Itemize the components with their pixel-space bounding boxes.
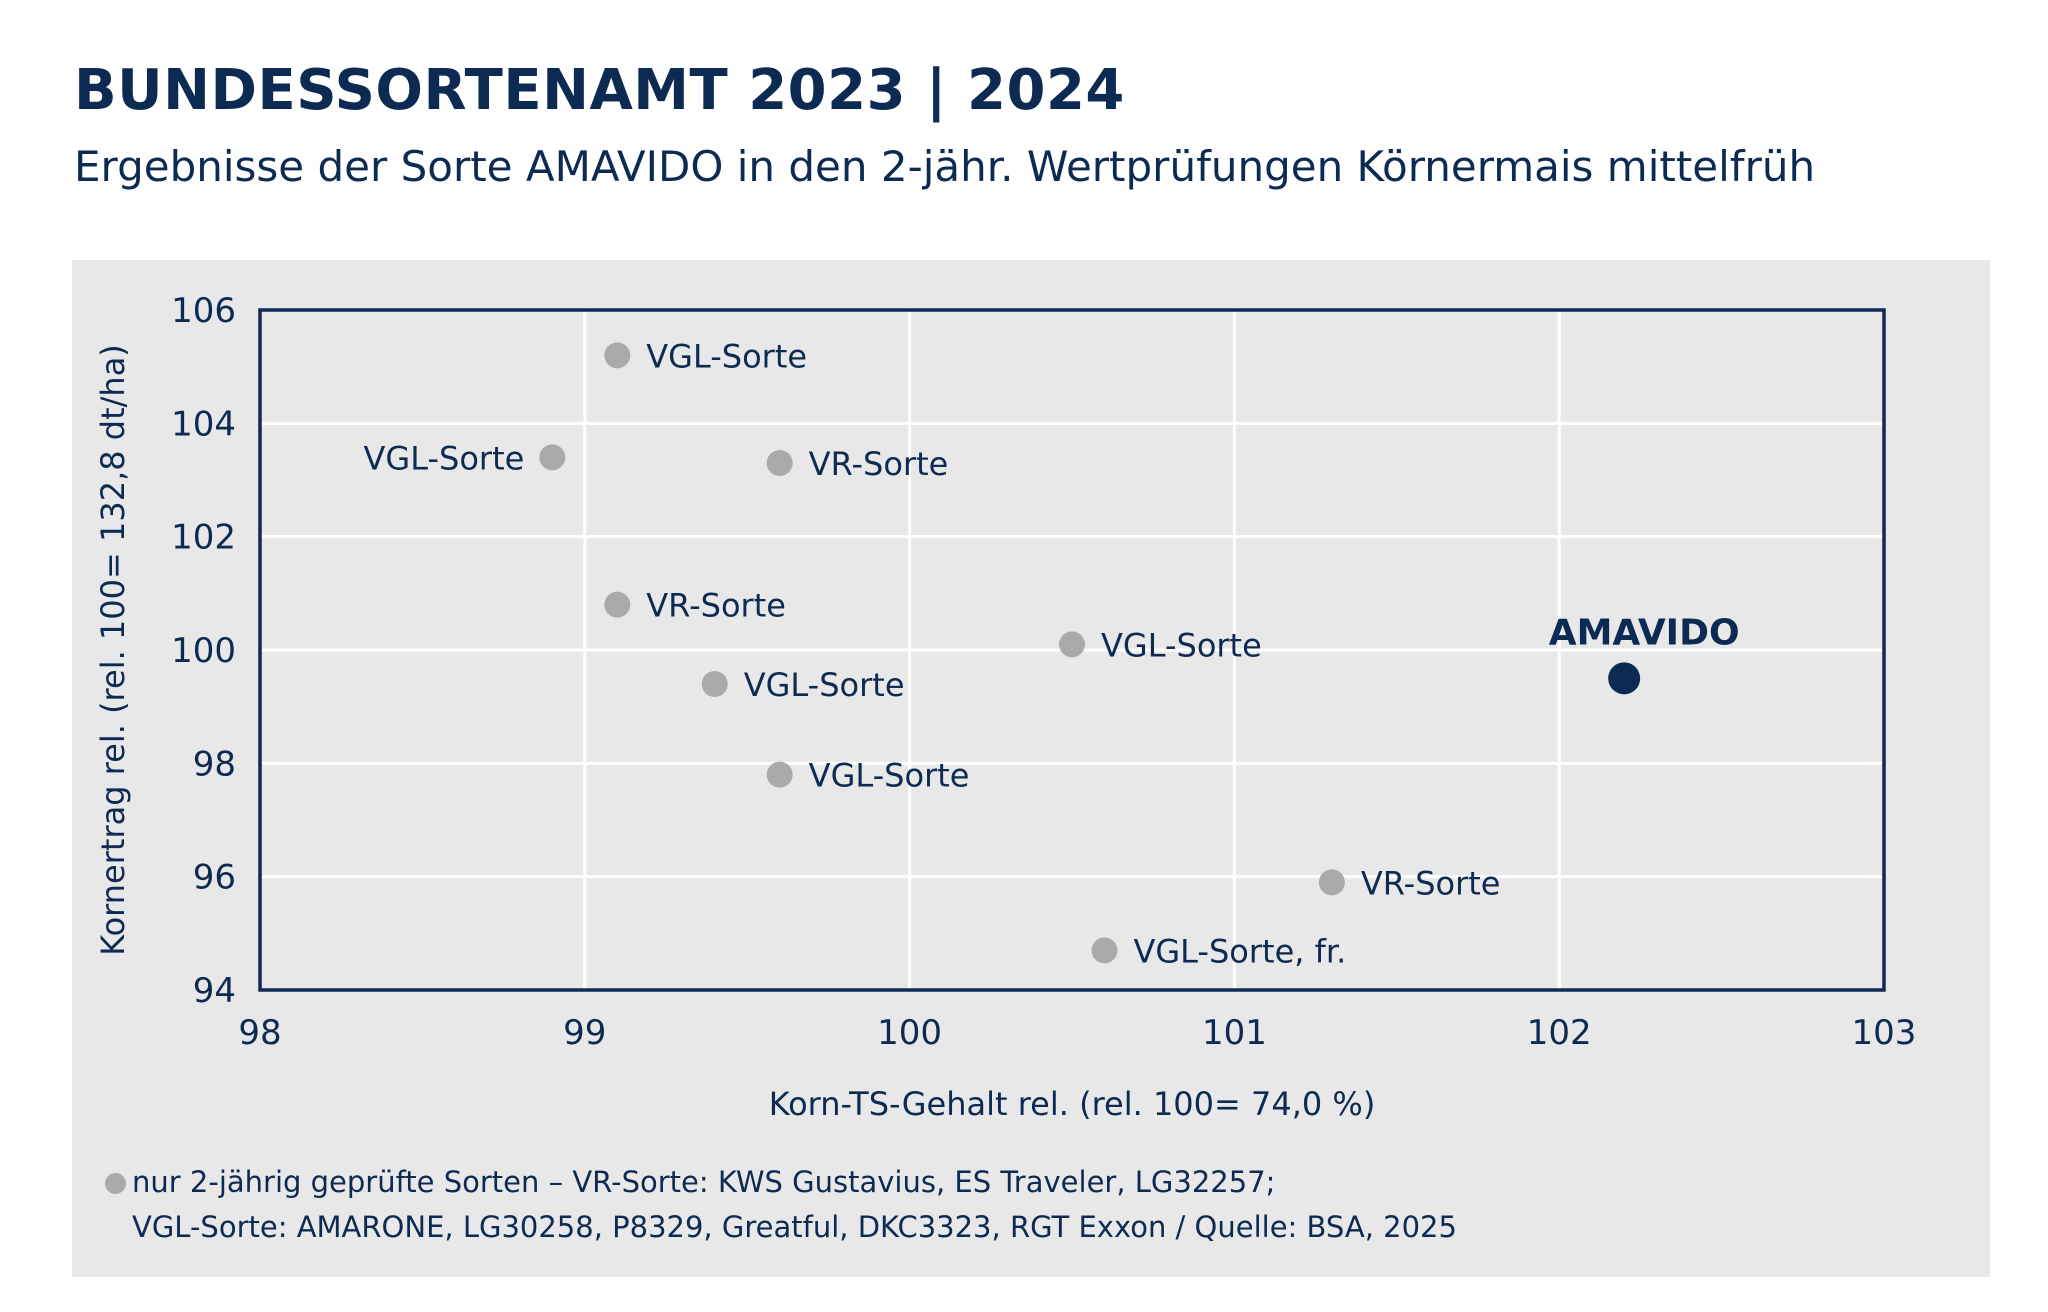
data-label: VGL-Sorte [809, 757, 970, 795]
page-title: BUNDESSORTENAMT 2023 | 2024 [74, 58, 1125, 123]
footnote-line-1: nur 2-jährig geprüfte Sorten – VR-Sorte:… [132, 1165, 1276, 1199]
data-point [539, 444, 566, 471]
legend-gray-dot-icon [105, 1173, 126, 1194]
data-point [701, 671, 728, 697]
data-label: VR-Sorte [1361, 864, 1501, 902]
x-tick-label: 103 [1852, 1013, 1917, 1053]
data-label: VGL-Sorte [1101, 626, 1262, 664]
x-tick-label: 102 [1527, 1013, 1592, 1053]
y-tick-label: 106 [171, 291, 236, 331]
plot-frame [258, 308, 1886, 992]
x-tick-label: 100 [877, 1013, 942, 1053]
data-label-amavido: AMAVIDO [1549, 612, 1740, 653]
data-label: VGL-Sorte, fr. [1133, 932, 1346, 970]
y-tick-label: 94 [193, 971, 236, 1011]
data-label: VGL-Sorte [364, 439, 525, 477]
page-subtitle: Ergebnisse der Sorte AMAVIDO in den 2-jä… [74, 142, 1816, 191]
x-tick-label: 99 [563, 1013, 606, 1053]
y-tick-label: 102 [171, 518, 236, 558]
data-label: VGL-Sorte [646, 337, 807, 375]
data-point [1059, 631, 1085, 658]
scatter-chart: 98 99 100 101 102 103 94 96 98 100 102 104 106 Korn-T… [94, 291, 1917, 1123]
data-point [766, 761, 793, 788]
data-point [604, 342, 631, 369]
x-tick-label: 101 [1202, 1013, 1267, 1053]
data-label: VGL-Sorte [744, 666, 905, 704]
chart-panel: 98 99 100 101 102 103 94 96 98 100 102 104 106 Korn-T… [72, 260, 1990, 1277]
y-tick-label: 96 [193, 858, 236, 898]
data-label: VR-Sorte [809, 445, 949, 483]
x-axis-label: Korn-TS-Gehalt rel. (rel. 100= 74,0 %) [769, 1085, 1376, 1123]
data-label: VR-Sorte [646, 587, 786, 625]
y-axis-label: Kornertrag rel. (rel. 100= 132,8 dt/ha) [94, 344, 132, 956]
x-tick-label: 98 [238, 1013, 281, 1053]
data-point [1091, 937, 1118, 964]
data-point [1318, 869, 1345, 896]
footnote-line-2: VGL-Sorte: AMARONE, LG30258, P8329, Grea… [132, 1210, 1457, 1244]
y-tick-label: 98 [193, 744, 236, 784]
data-point-amavido [1608, 662, 1641, 695]
data-point [766, 450, 793, 476]
y-tick-label: 104 [171, 404, 236, 444]
data-point [604, 591, 631, 618]
y-tick-label: 100 [171, 631, 236, 671]
